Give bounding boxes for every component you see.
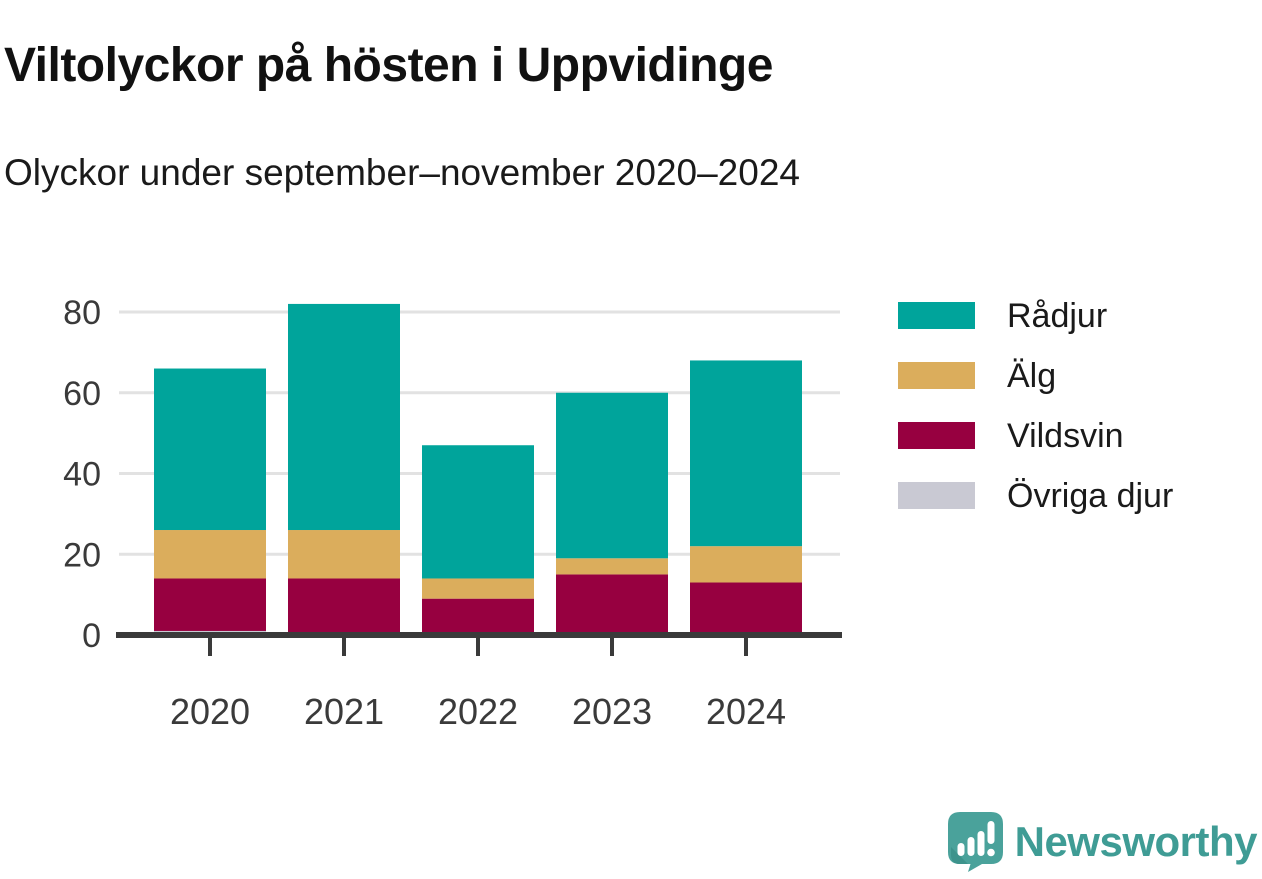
legend-item-älg: Älg	[898, 359, 1173, 393]
legend-label: Vildsvin	[1007, 416, 1124, 455]
chart-title: Viltolyckor på hösten i Uppvidinge	[4, 39, 773, 93]
bar-segment-2023-älg	[556, 558, 668, 575]
legend-label: Övriga djur	[1007, 476, 1174, 515]
bar-segment-2020-rådjur	[154, 368, 266, 531]
bar-segment-2023-vildsvin	[556, 574, 668, 635]
brand-name: Newsworthy	[1014, 818, 1258, 865]
bar-segment-2022-älg	[422, 578, 534, 599]
legend-label: Rådjur	[1007, 296, 1108, 335]
legend-swatch	[898, 302, 975, 329]
bar-segment-2020-älg	[154, 530, 266, 579]
brand-footer: Newsworthy	[947, 812, 1258, 872]
bar-segment-2020-vildsvin	[154, 578, 266, 631]
bar-segment-2022-rådjur	[422, 445, 534, 579]
bar-segment-2024-vildsvin	[690, 582, 802, 635]
x-axis-tick-label: 2022	[438, 691, 518, 732]
x-axis-tick-label: 2020	[170, 691, 250, 732]
logo-exclamation-bar	[987, 821, 995, 844]
logo-bar-large	[977, 831, 985, 856]
y-axis-tick-label: 60	[63, 375, 101, 413]
bar-segment-2021-rådjur	[288, 303, 400, 531]
bar-segment-2024-älg	[690, 546, 802, 583]
logo-exclamation-dot	[986, 848, 995, 857]
legend-label: Älg	[1007, 356, 1057, 395]
bar-segment-2021-vildsvin	[288, 578, 400, 635]
x-axis-tick-label: 2021	[304, 691, 384, 732]
logo-bar-small	[957, 843, 965, 856]
legend-item-övriga-djur: Övriga djur	[898, 479, 1173, 513]
x-axis-tick-label: 2023	[572, 691, 652, 732]
newsworthy-logo-icon	[947, 812, 1003, 872]
y-axis-tick-label: 80	[63, 294, 101, 332]
y-axis-tick-label: 40	[63, 456, 101, 494]
legend-swatch	[898, 422, 975, 449]
legend-swatch	[898, 482, 975, 509]
y-axis-tick-label: 20	[63, 536, 101, 574]
bar-segment-2023-rådjur	[556, 392, 668, 559]
legend-swatch	[898, 362, 975, 389]
bar-segment-2022-vildsvin	[422, 598, 534, 635]
logo-bar-medium	[967, 837, 975, 856]
legend-item-vildsvin: Vildsvin	[898, 419, 1173, 453]
bar-segment-2024-rådjur	[690, 360, 802, 547]
x-axis-tick-label: 2024	[706, 691, 786, 732]
chart-subtitle: Olyckor under september–november 2020–20…	[4, 152, 800, 193]
bar-segment-2021-älg	[288, 530, 400, 579]
legend-item-rådjur: Rådjur	[898, 299, 1173, 333]
y-axis-tick-label: 0	[82, 617, 101, 655]
chart-legend: Rådjur Älg Vildsvin Övriga djur	[898, 299, 1173, 513]
